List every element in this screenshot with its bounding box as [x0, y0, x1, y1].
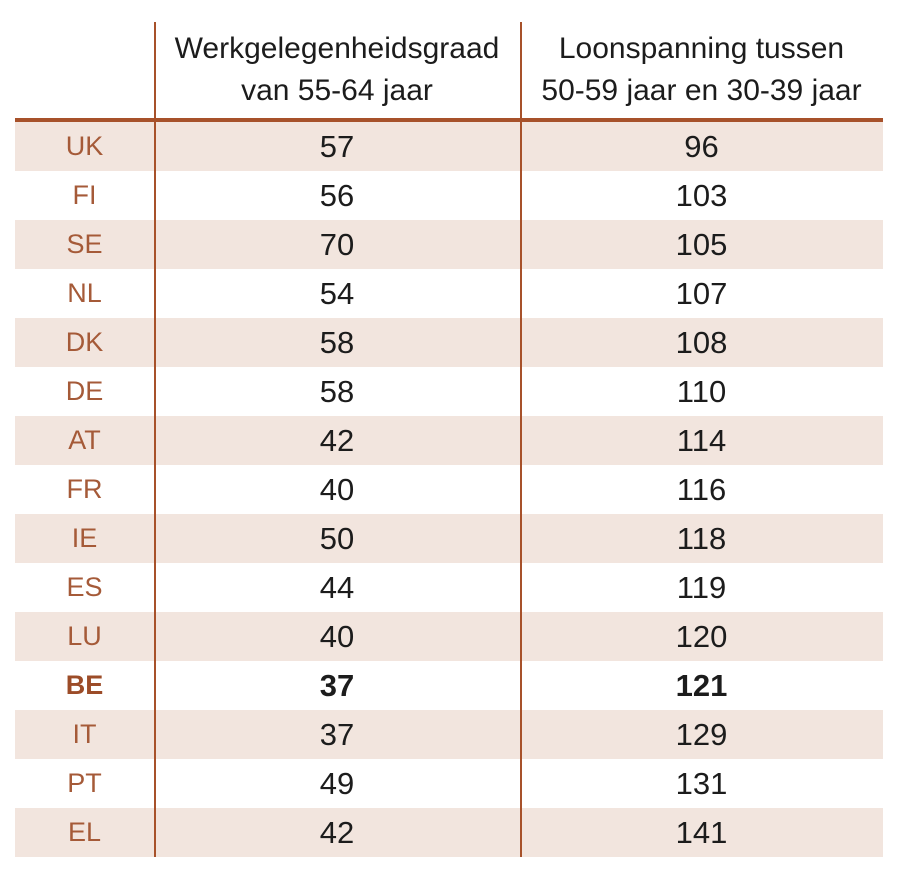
header-divider-line	[15, 118, 883, 122]
country-code: EL	[67, 817, 102, 847]
column-header-line: van 55-64 jaar	[241, 74, 433, 107]
table-row: IT 37 129	[15, 710, 883, 759]
country-code: IE	[71, 523, 98, 553]
wage-span-value: 107	[675, 275, 728, 311]
table-row: UK 57 96	[15, 122, 883, 171]
employment-rate-value: 42	[319, 814, 355, 850]
column-header-wage-span: Loonspanning tussen 50-59 jaar en 30-39 …	[520, 28, 883, 112]
employment-rate-value: 44	[319, 569, 355, 605]
table-row: NL 54 107	[15, 269, 883, 318]
wage-span-value: 129	[675, 716, 728, 752]
column-header-line: Loonspanning tussen	[558, 32, 845, 65]
country-code: AT	[68, 425, 101, 455]
country-code: FR	[66, 474, 103, 504]
table-row: DE 58 110	[15, 367, 883, 416]
table-row: LU 40 120	[15, 612, 883, 661]
table-row: FI 56 103	[15, 171, 883, 220]
wage-span-value: 131	[675, 765, 728, 801]
employment-rate-value: 42	[319, 422, 355, 458]
wage-span-value: 119	[676, 569, 727, 605]
country-code: SE	[66, 229, 103, 259]
table-row: EL 42 141	[15, 808, 883, 857]
country-code: LU	[67, 621, 102, 651]
table-row: SE 70 105	[15, 220, 883, 269]
employment-rate-value: 37	[319, 667, 355, 703]
country-code: BE	[65, 670, 104, 700]
employment-rate-value: 37	[319, 716, 355, 752]
table-row: FR 40 116	[15, 465, 883, 514]
employment-rate-value: 40	[319, 618, 355, 654]
country-column-header-empty	[15, 28, 154, 112]
table-row: AT 42 114	[15, 416, 883, 465]
country-code: ES	[66, 572, 103, 602]
employment-rate-value: 58	[319, 324, 355, 360]
table-row: BE 37 121	[15, 661, 883, 710]
table-header: Werkgelegenheidsgraad van 55-64 jaar Loo…	[15, 28, 883, 112]
wage-span-value: 110	[676, 373, 727, 409]
wage-span-value: 103	[675, 177, 728, 213]
employment-rate-value: 50	[319, 520, 355, 556]
country-code: NL	[67, 278, 102, 308]
employment-rate-value: 57	[319, 128, 355, 164]
column-divider-right	[520, 22, 522, 857]
wage-span-value: 114	[676, 422, 727, 458]
wage-span-value: 121	[675, 667, 728, 703]
employment-rate-value: 56	[319, 177, 355, 213]
employment-rate-value: 58	[319, 373, 355, 409]
country-code: DK	[65, 327, 104, 357]
wage-span-value: 96	[684, 128, 719, 164]
employment-rate-value: 54	[319, 275, 355, 311]
wage-span-value: 118	[676, 520, 727, 556]
wage-span-value: 120	[675, 618, 728, 654]
column-header-line: 50-59 jaar en 30-39 jaar	[541, 74, 862, 107]
wage-span-value: 105	[675, 226, 728, 262]
employment-rate-value: 49	[319, 765, 355, 801]
employment-rate-value: 40	[319, 471, 355, 507]
country-code: IT	[72, 719, 97, 749]
country-code: PT	[67, 768, 102, 798]
employment-rate-value: 70	[319, 226, 355, 262]
table-body: UK 57 96 FI 56 103 SE 70 105 NL 54 107 D…	[15, 122, 883, 857]
table-row: ES 44 119	[15, 563, 883, 612]
country-code: DE	[65, 376, 104, 406]
country-code: UK	[65, 131, 104, 161]
table-row: DK 58 108	[15, 318, 883, 367]
country-code: FI	[72, 180, 97, 210]
wage-span-value: 108	[675, 324, 728, 360]
wage-span-value: 141	[675, 814, 728, 850]
column-divider-left	[154, 22, 156, 857]
table-row: PT 49 131	[15, 759, 883, 808]
table-row: IE 50 118	[15, 514, 883, 563]
column-header-employment-rate: Werkgelegenheidsgraad van 55-64 jaar	[154, 28, 520, 112]
column-header-line: Werkgelegenheidsgraad	[174, 32, 500, 65]
wage-span-value: 116	[676, 471, 727, 507]
